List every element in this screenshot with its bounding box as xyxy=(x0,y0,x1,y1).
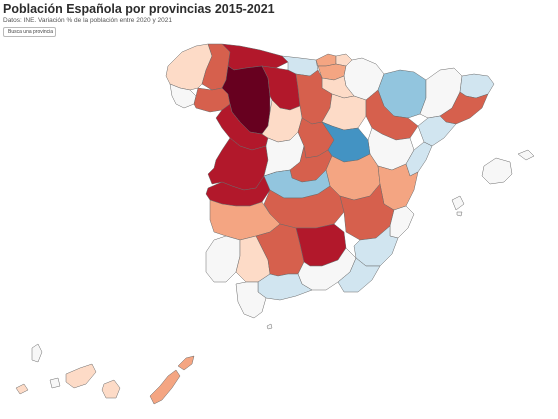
province-asturias[interactable] xyxy=(221,43,289,71)
province-menorca[interactable] xyxy=(517,149,535,161)
province-almeria[interactable] xyxy=(337,257,381,293)
province-girona[interactable] xyxy=(459,73,495,99)
province-la-palma[interactable] xyxy=(31,343,43,363)
province-barcelona[interactable] xyxy=(439,91,489,125)
province-zaragoza[interactable] xyxy=(365,89,419,141)
search-label: Busca una provincia xyxy=(8,29,54,35)
province-alicante[interactable] xyxy=(389,205,415,239)
province-gran-canaria[interactable] xyxy=(101,379,121,399)
province-bizkaia[interactable] xyxy=(315,53,337,67)
province-huelva[interactable] xyxy=(205,235,241,283)
province-cadiz[interactable] xyxy=(235,281,267,319)
province-murcia[interactable] xyxy=(353,225,399,267)
province-lanzarote[interactable] xyxy=(177,355,195,371)
provinces-layer xyxy=(15,43,535,405)
province-fuerteventura[interactable] xyxy=(149,369,181,405)
page-subtitle: Datos: INE. Variación % de la población … xyxy=(3,17,172,24)
province-la-gomera[interactable] xyxy=(49,377,61,389)
province-el-hierro[interactable] xyxy=(15,383,29,395)
province-search-button[interactable]: Busca una provincia xyxy=(3,27,56,37)
province-formentera[interactable] xyxy=(456,211,463,217)
province-ibiza[interactable] xyxy=(451,195,465,211)
province-mallorca[interactable] xyxy=(481,157,513,185)
province-ceuta[interactable] xyxy=(266,323,273,330)
page-title: Población Española por provincias 2015-2… xyxy=(3,2,275,16)
province-tenerife[interactable] xyxy=(65,363,97,389)
